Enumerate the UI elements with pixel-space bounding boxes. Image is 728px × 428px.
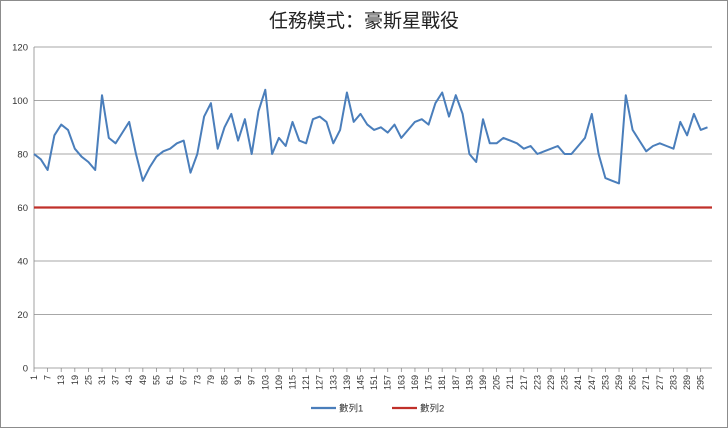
y-tick-label: 60 (17, 203, 28, 214)
x-tick-label: 187 (451, 375, 461, 390)
legend-label-1: 數列1 (339, 403, 363, 415)
y-tick-label: 20 (17, 310, 28, 321)
x-tick-label: 121 (301, 375, 311, 390)
x-tick-label: 85 (219, 375, 229, 385)
x-tick-label: 145 (356, 375, 366, 390)
x-tick-label: 109 (274, 375, 284, 390)
x-tick-label: 175 (424, 375, 434, 390)
x-tick-label: 73 (192, 375, 202, 385)
x-tick-label: 115 (288, 375, 298, 389)
x-tick-label: 61 (165, 375, 175, 385)
x-tick-label: 139 (342, 375, 352, 390)
x-tick-label: 205 (492, 375, 502, 390)
y-tick-label: 100 (12, 96, 28, 107)
x-tick-label: 97 (247, 375, 257, 385)
x-tick-label: 181 (437, 375, 447, 390)
x-tick-label: 271 (641, 375, 651, 390)
y-tick-label: 40 (17, 257, 28, 268)
legend: 數列1 數列2 (311, 403, 444, 415)
x-tick-label: 55 (151, 375, 161, 385)
x-tick-label: 193 (464, 375, 474, 390)
series-lines (33, 88, 712, 209)
x-tick-label: 199 (478, 375, 488, 390)
x-tick-label: 91 (233, 375, 243, 385)
x-tick-label: 229 (546, 375, 556, 390)
x-tick-label: 127 (315, 375, 325, 390)
x-tick-label: 151 (369, 375, 379, 390)
x-tick-label: 283 (668, 375, 678, 390)
x-tick-label: 103 (260, 375, 270, 390)
x-tick-label: 19 (70, 375, 80, 385)
y-axis-ticks: 0 20 40 60 80 100 120 (12, 43, 28, 375)
x-tick-label: 157 (383, 375, 393, 390)
x-tick-label: 235 (560, 375, 570, 390)
x-tick-label: 211 (505, 375, 515, 389)
x-tick-label: 37 (111, 375, 121, 385)
x-tick-label: 295 (696, 375, 706, 390)
x-tick-label: 259 (614, 375, 624, 390)
x-tick-label: 163 (396, 375, 406, 390)
x-tick-label: 169 (410, 375, 420, 390)
y-tick-label: 80 (17, 150, 28, 161)
x-tick-label: 265 (628, 375, 638, 390)
x-tick-label: 217 (519, 375, 529, 390)
x-tick-label: 43 (124, 375, 134, 385)
x-tick-label: 67 (179, 375, 189, 385)
series-line-1 (33, 88, 708, 185)
x-tick-label: 223 (532, 375, 542, 390)
x-axis-ticks: 1 7 13 19 25 31 37 43 49 55 61 67 73 79 85 91 97 103 109 11… (29, 368, 706, 390)
x-tick-label: 1 (29, 375, 39, 380)
x-tick-label: 7 (43, 375, 53, 380)
x-tick-label: 49 (138, 375, 148, 385)
x-tick-label: 13 (56, 375, 66, 385)
y-tick-label: 0 (23, 364, 28, 375)
chart-title: 任務模式：豪斯星戰役 (268, 10, 459, 32)
legend-label-2: 數列2 (420, 403, 444, 415)
x-tick-label: 247 (587, 375, 597, 390)
x-tick-label: 253 (600, 375, 610, 390)
x-tick-label: 289 (682, 375, 692, 390)
x-tick-label: 79 (206, 375, 216, 385)
x-tick-label: 241 (573, 375, 583, 390)
y-tick-label: 120 (12, 43, 28, 54)
x-tick-label: 31 (97, 375, 107, 385)
x-tick-label: 133 (328, 375, 338, 390)
x-tick-label: 277 (655, 375, 665, 390)
x-tick-label: 25 (83, 375, 93, 385)
